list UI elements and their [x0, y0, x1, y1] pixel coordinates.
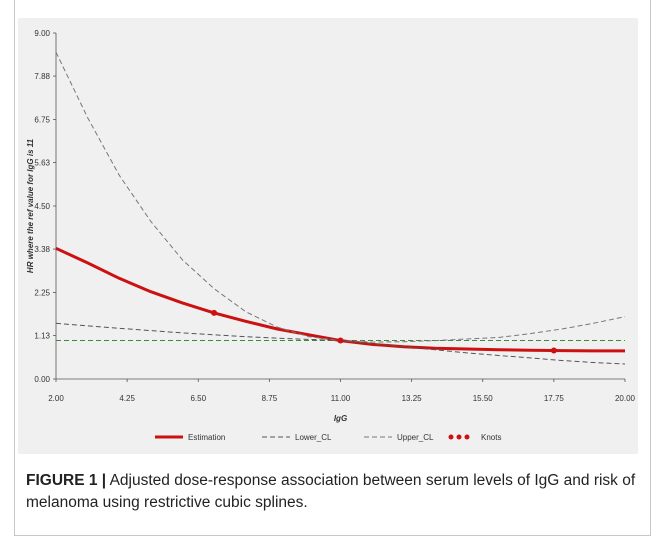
y-tick-label: 1.13 — [34, 332, 50, 341]
series-line-lower-cl — [55, 322, 626, 365]
y-tick-label: 4.50 — [34, 202, 50, 211]
x-tick-label: 2.00 — [48, 394, 64, 403]
plot-background — [18, 18, 638, 454]
x-tick-label: 15.50 — [473, 394, 494, 403]
y-tick-label: 5.63 — [34, 159, 50, 168]
knot-point — [337, 337, 344, 344]
legend-swatch-knots — [456, 434, 462, 440]
y-tick-label: 3.38 — [34, 245, 50, 254]
knot-point — [550, 347, 557, 354]
x-axis-title: IgG — [334, 414, 347, 423]
x-tick-label: 6.50 — [190, 394, 206, 403]
y-tick-label: 9.00 — [34, 29, 50, 38]
y-axis-title: HR where the ref value for IgG is 11 — [26, 138, 35, 273]
caption-text: Adjusted dose-response association betwe… — [26, 472, 636, 511]
knot-point — [211, 309, 218, 316]
x-tick-label: 20.00 — [615, 394, 636, 403]
caption-label: FIGURE 1 | — [26, 472, 107, 489]
series-line-estimation — [55, 246, 625, 353]
legend-label: Upper_CL — [397, 433, 434, 442]
x-tick-label: 17.75 — [544, 394, 565, 403]
legend-swatch-knots — [464, 434, 470, 440]
legend-label: Lower_CL — [295, 433, 332, 442]
x-tick-label: 4.25 — [119, 394, 135, 403]
x-tick-label: 13.25 — [402, 394, 423, 403]
series-line-upper-cl — [55, 51, 626, 343]
y-tick-label: 0.00 — [34, 375, 50, 384]
figure-caption: FIGURE 1 | Adjusted dose-response associ… — [26, 470, 636, 514]
y-tick-label: 6.75 — [34, 116, 50, 125]
legend-swatch-knots — [448, 434, 454, 440]
x-tick-label: 8.75 — [262, 394, 278, 403]
x-tick-label: 11.00 — [331, 394, 351, 403]
y-tick-label: 2.25 — [34, 289, 50, 298]
figure-frame — [14, 0, 651, 536]
legend-label: Estimation — [188, 433, 225, 442]
legend-label: Knots — [481, 433, 501, 442]
y-tick-label: 7.88 — [34, 72, 50, 81]
